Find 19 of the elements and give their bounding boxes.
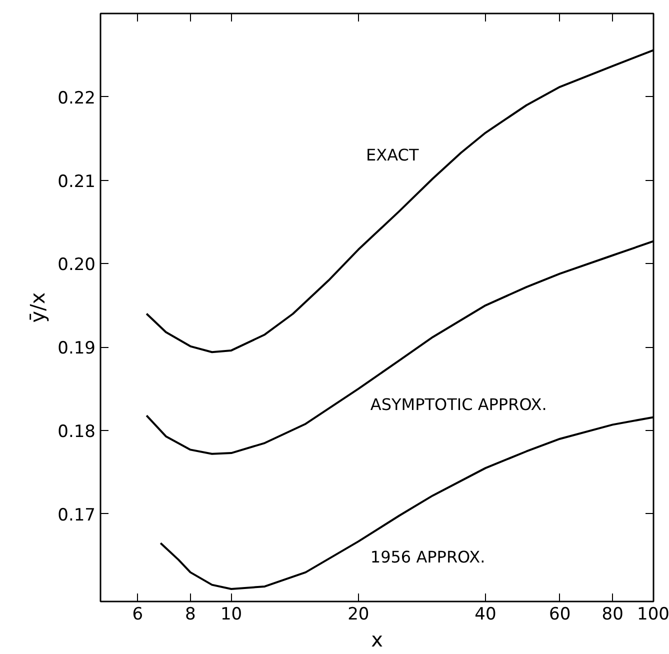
- x-tick-label: 8: [184, 604, 196, 624]
- y-tick-label: 0.19: [58, 338, 96, 359]
- series-label: ASYMPTOTIC APPROX.: [370, 394, 547, 414]
- y-tick-label: 0.21: [58, 172, 96, 192]
- y-tick-label: 0.22: [58, 88, 96, 108]
- x-tick-label: 80: [602, 604, 624, 624]
- y-axis-title: ȳ/x: [26, 292, 50, 323]
- series-label: EXACT: [366, 146, 419, 165]
- x-tick-label: 40: [474, 604, 496, 624]
- y-tick-label: 0.17: [58, 505, 96, 526]
- x-tick-label: 60: [549, 604, 571, 624]
- x-axis-title: x: [371, 628, 384, 652]
- x-tick-label: 20: [348, 604, 370, 624]
- y-tick-label: 0.18: [58, 422, 96, 442]
- y-tick-label: 0.20: [58, 255, 96, 276]
- x-tick-label: 100: [637, 604, 669, 624]
- x-tick-label: 6: [132, 604, 144, 624]
- x-tick-label: 10: [220, 604, 242, 624]
- series-label: 1956 APPROX.: [370, 547, 486, 566]
